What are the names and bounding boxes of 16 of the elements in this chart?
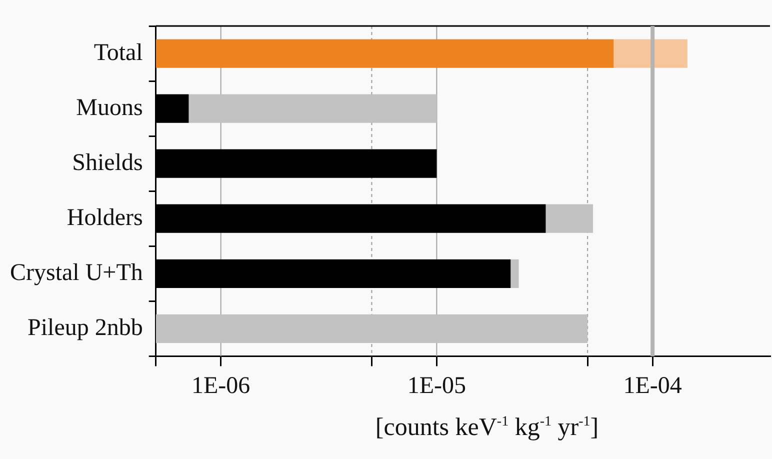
y-tick-label: Total [94, 40, 144, 66]
y-tick-label: Shields [72, 150, 143, 176]
bar [188, 94, 437, 123]
bar [510, 259, 519, 288]
x-tick-label: 1E-06 [192, 372, 250, 399]
bar [156, 39, 614, 68]
x-axis-title: [counts keV$^{-1}$ kg$^{-1}$ yr$^{-1}$] [374, 414, 600, 442]
x-tick-label: 1E-04 [623, 372, 682, 399]
y-tick-label: Crystal U+Th [10, 260, 143, 286]
bar [546, 204, 594, 233]
y-tick-label: Pileup 2nbb [28, 314, 143, 341]
bar [614, 39, 688, 68]
y-tick-label: Muons [76, 94, 143, 121]
bar [156, 314, 588, 343]
x-tick-label: 1E-05 [407, 372, 466, 399]
y-tick-label: Holders [66, 204, 143, 231]
